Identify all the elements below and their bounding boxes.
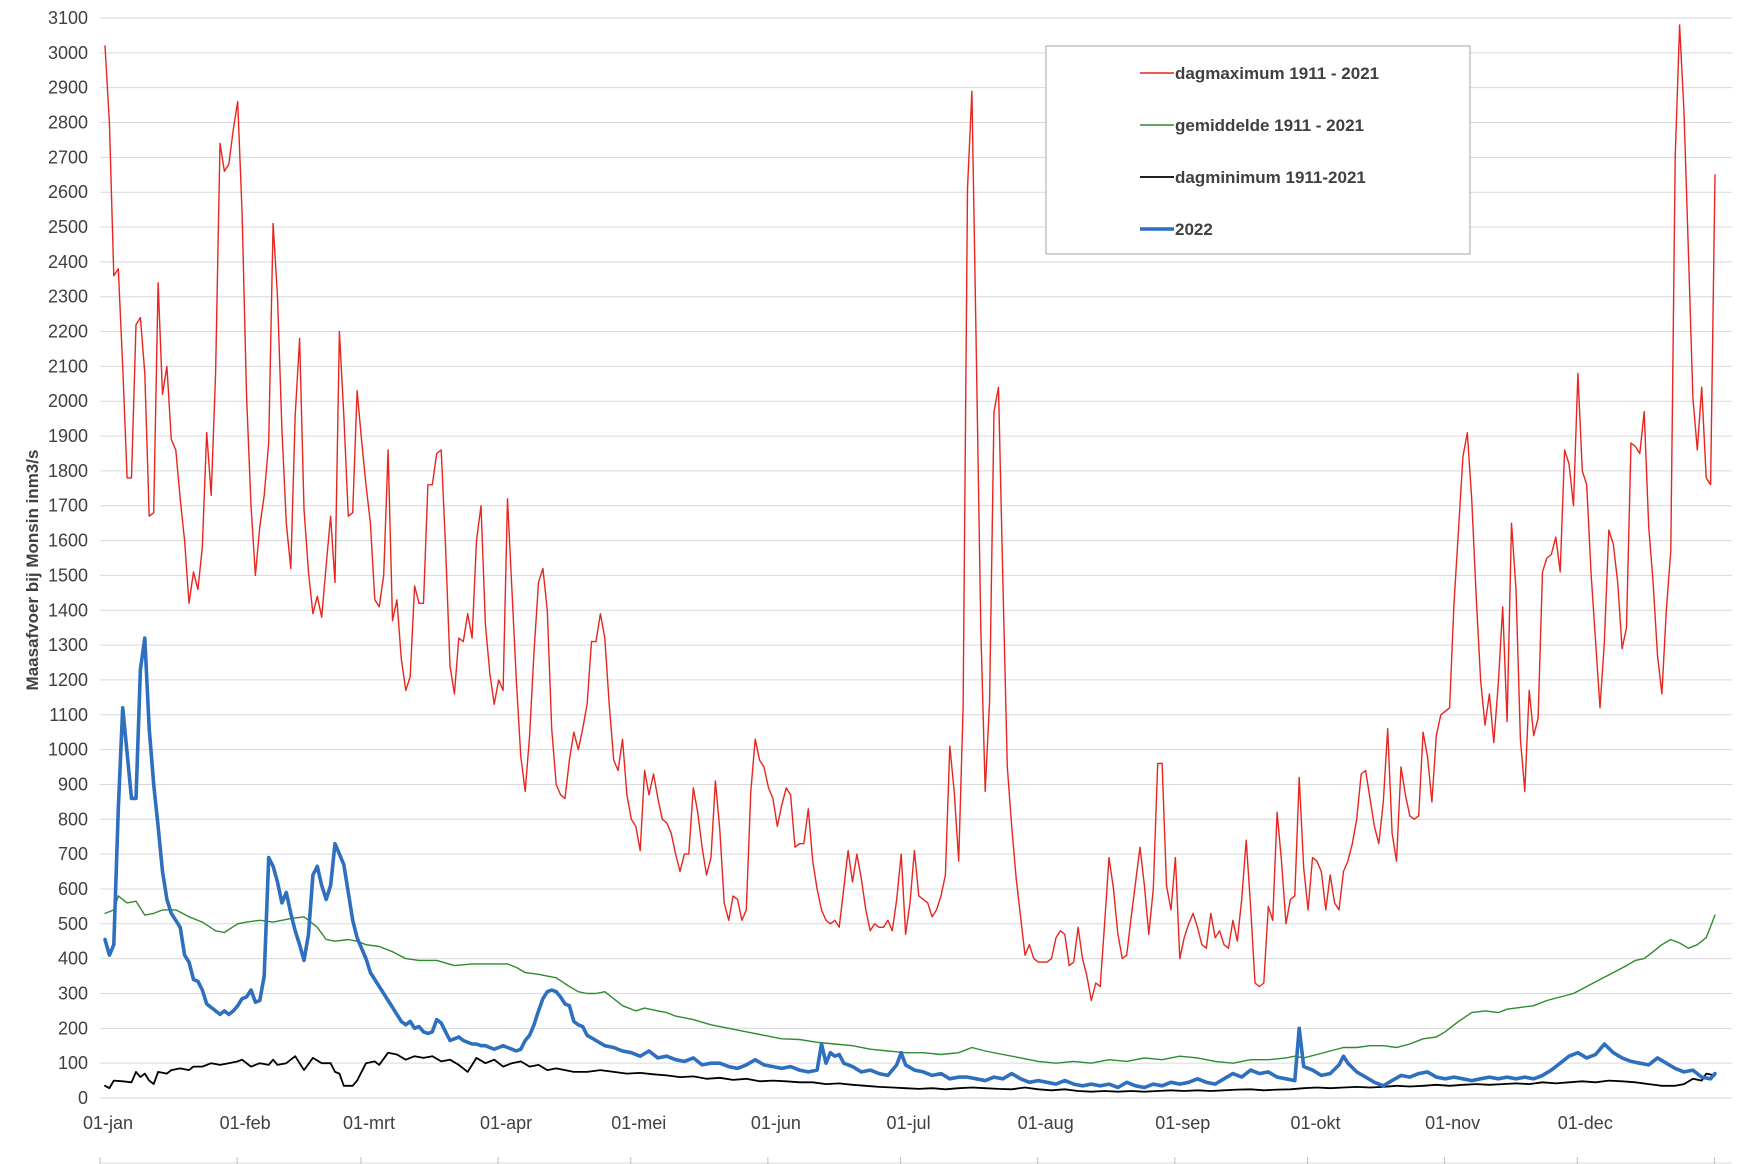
y-tick-label: 100 xyxy=(58,1053,88,1073)
y-tick-label: 700 xyxy=(58,844,88,864)
x-tick-label: 01-apr xyxy=(480,1113,532,1133)
legend-label: 2022 xyxy=(1175,220,1213,239)
x-axis xyxy=(99,1157,1732,1164)
y-tick-label: 3100 xyxy=(48,8,88,28)
x-tick-labels: 01-jan 01-feb 01-mrt 01-apr 01-mei 01-jun 01-j… xyxy=(83,1113,1613,1133)
legend-box xyxy=(1045,45,1471,255)
series-line-1 xyxy=(104,895,1716,1064)
series-lines xyxy=(103,24,1717,1093)
y-tick-label: 2500 xyxy=(48,217,88,237)
y-tick-label: 400 xyxy=(58,949,88,969)
x-tick-label: 01-jun xyxy=(751,1113,801,1133)
y-tick-label: 800 xyxy=(58,809,88,829)
y-tick-label: 200 xyxy=(58,1018,88,1038)
legend-label: gemiddelde 1911 - 2021 xyxy=(1175,116,1364,135)
x-tick-label: 01-nov xyxy=(1425,1113,1480,1133)
y-tick-label: 2600 xyxy=(48,182,88,202)
y-tick-label: 2800 xyxy=(48,113,88,133)
series-line-0 xyxy=(104,24,1716,1002)
x-tick-label: 01-sep xyxy=(1155,1113,1210,1133)
y-tick-label: 1000 xyxy=(48,740,88,760)
y-tick-label: 1200 xyxy=(48,670,88,690)
series-line-3 xyxy=(103,636,1717,1090)
y-tick-label: 3000 xyxy=(48,43,88,63)
y-tick-label: 2400 xyxy=(48,252,88,272)
y-axis-label: Maasafvoer bij Monsin inm3/s xyxy=(23,450,42,691)
series-line-2 xyxy=(104,1051,1716,1093)
y-tick-labels: 0 100 200 300 400 500 600 700 800 900 1000 1100 1200… xyxy=(48,8,88,1108)
y-tick-label: 2300 xyxy=(48,287,88,307)
y-tick-label: 2000 xyxy=(48,391,88,411)
y-tick-label: 0 xyxy=(78,1088,88,1108)
x-tick-label: 01-dec xyxy=(1558,1113,1613,1133)
y-tick-label: 1300 xyxy=(48,635,88,655)
legend: dagmaximum 1911 - 2021 gemiddelde 1911 - … xyxy=(1045,45,1471,255)
y-tick-label: 900 xyxy=(58,774,88,794)
y-tick-label: 1100 xyxy=(49,705,88,725)
y-tick-label: 500 xyxy=(58,914,88,934)
y-tick-label: 1800 xyxy=(48,461,88,481)
y-tick-label: 1400 xyxy=(48,600,88,620)
x-tick-label: 01-jan xyxy=(83,1113,133,1133)
x-tick-label: 01-jul xyxy=(887,1113,931,1133)
y-tick-label: 1500 xyxy=(48,565,88,585)
legend-label: dagminimum 1911-2021 xyxy=(1175,168,1366,187)
y-tick-label: 2100 xyxy=(48,356,88,376)
y-tick-label: 2200 xyxy=(48,322,88,342)
x-tick-label: 01-mei xyxy=(611,1113,666,1133)
y-tick-label: 300 xyxy=(58,983,88,1003)
y-tick-label: 1900 xyxy=(48,426,88,446)
y-tick-label: 1700 xyxy=(48,496,88,516)
y-tick-label: 2700 xyxy=(48,147,88,167)
y-tick-label: 2900 xyxy=(48,78,88,98)
legend-label: dagmaximum 1911 - 2021 xyxy=(1175,64,1379,83)
x-tick-label: 01-okt xyxy=(1290,1113,1340,1133)
y-tick-label: 600 xyxy=(58,879,88,899)
x-tick-label: 01-aug xyxy=(1018,1113,1074,1133)
y-tick-label: 1600 xyxy=(48,531,88,551)
x-tick-label: 01-mrt xyxy=(343,1113,395,1133)
x-tick-label: 01-feb xyxy=(220,1113,271,1133)
